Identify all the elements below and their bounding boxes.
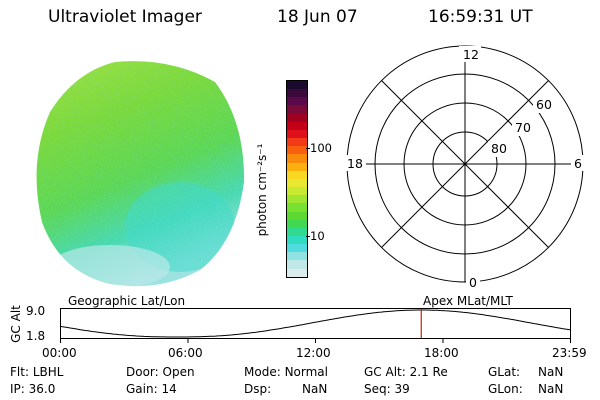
mlt-label-6: 6 bbox=[574, 156, 582, 171]
altitude-strip-chart bbox=[60, 308, 571, 343]
colorbar-segment bbox=[287, 97, 307, 106]
colorbar-segment bbox=[287, 154, 307, 163]
colorbar-segment bbox=[287, 178, 307, 188]
colorbar bbox=[286, 80, 308, 278]
colorbar-segment bbox=[287, 252, 307, 261]
status-glat-key: GLat: bbox=[488, 365, 521, 379]
x-tick-label: 00:00 bbox=[42, 346, 77, 360]
status-gain: Gain: 14 bbox=[126, 382, 177, 396]
colorbar-tick-label: 10 bbox=[310, 229, 325, 243]
mlt-label-18: 18 bbox=[347, 156, 363, 171]
colorbar-segment bbox=[287, 81, 307, 90]
status-dsp-value: NaN bbox=[302, 382, 328, 396]
polar-plot: 12 18 6 0 60 70 80 bbox=[344, 45, 585, 291]
status-glon-key: GLon: bbox=[488, 382, 523, 396]
colorbar-segment bbox=[287, 227, 307, 236]
geographic-label: Geographic Lat/Lon bbox=[68, 294, 186, 308]
colorbar-segment bbox=[287, 129, 307, 139]
colorbar-segment bbox=[287, 211, 307, 220]
colorbar-segment bbox=[287, 113, 307, 122]
colorbar-tick bbox=[306, 236, 310, 237]
status-glat-value: NaN bbox=[538, 365, 564, 379]
apex-label: Apex MLat/MLT bbox=[423, 294, 513, 308]
colorbar-tick-label: 100 bbox=[310, 141, 332, 155]
status-dsp-key: Dsp: bbox=[244, 382, 272, 396]
status-gc-alt: GC Alt: 2.1 Re bbox=[364, 365, 448, 379]
status-door: Door: Open bbox=[126, 365, 195, 379]
y-tick-label: 1.8 bbox=[26, 329, 46, 343]
lat-label-80: 80 bbox=[491, 141, 507, 156]
date-label: 18 Jun 07 bbox=[277, 7, 358, 27]
mlt-label-0: 0 bbox=[469, 275, 477, 290]
colorbar-segment bbox=[287, 187, 307, 196]
colorbar-segment bbox=[287, 235, 307, 245]
altitude-curve bbox=[60, 309, 571, 338]
colorbar-segment bbox=[287, 105, 307, 114]
polar-diagonal bbox=[381, 80, 549, 248]
colorbar-tick bbox=[306, 148, 310, 149]
x-tick-label: 18:00 bbox=[424, 346, 459, 360]
colorbar-segment bbox=[287, 195, 307, 204]
status-mode: Mode: Normal bbox=[244, 365, 328, 379]
mlt-label-12: 12 bbox=[463, 47, 479, 62]
colorbar-segment bbox=[287, 260, 307, 269]
y-tick-label: 9.0 bbox=[26, 304, 46, 318]
status-flt: Flt: LBHL bbox=[10, 365, 64, 379]
status-glon-value: NaN bbox=[538, 382, 564, 396]
colorbar-segment bbox=[287, 121, 307, 130]
colorbar-segment bbox=[287, 244, 307, 253]
uv-image bbox=[36, 61, 245, 287]
colorbar-segment bbox=[287, 138, 307, 147]
colorbar-segment bbox=[287, 268, 307, 277]
colorbar-segment bbox=[287, 89, 307, 98]
colorbar-segment bbox=[287, 170, 307, 179]
colorbar-segment bbox=[287, 162, 307, 171]
colorbar-segment bbox=[287, 219, 307, 228]
instrument-title: Ultraviolet Imager bbox=[48, 7, 202, 27]
x-tick-label: 23:59 bbox=[552, 346, 587, 360]
status-ip: IP: 36.0 bbox=[10, 382, 56, 396]
uv-disk bbox=[36, 61, 245, 287]
x-tick-label: 06:00 bbox=[168, 346, 203, 360]
time-label: 16:59:31 UT bbox=[428, 7, 533, 27]
lat-label-60: 60 bbox=[536, 97, 552, 112]
colorbar-segment bbox=[287, 203, 307, 212]
colorbar-unit-label: photon cm⁻²s⁻¹ bbox=[255, 143, 269, 237]
lat-label-70: 70 bbox=[515, 120, 531, 135]
gc-alt-axis-label: GC Alt bbox=[9, 305, 23, 343]
status-seq: Seq: 39 bbox=[364, 382, 410, 396]
x-tick-label: 12:00 bbox=[296, 346, 331, 360]
strip-frame bbox=[60, 308, 571, 339]
colorbar-segment bbox=[287, 146, 307, 155]
